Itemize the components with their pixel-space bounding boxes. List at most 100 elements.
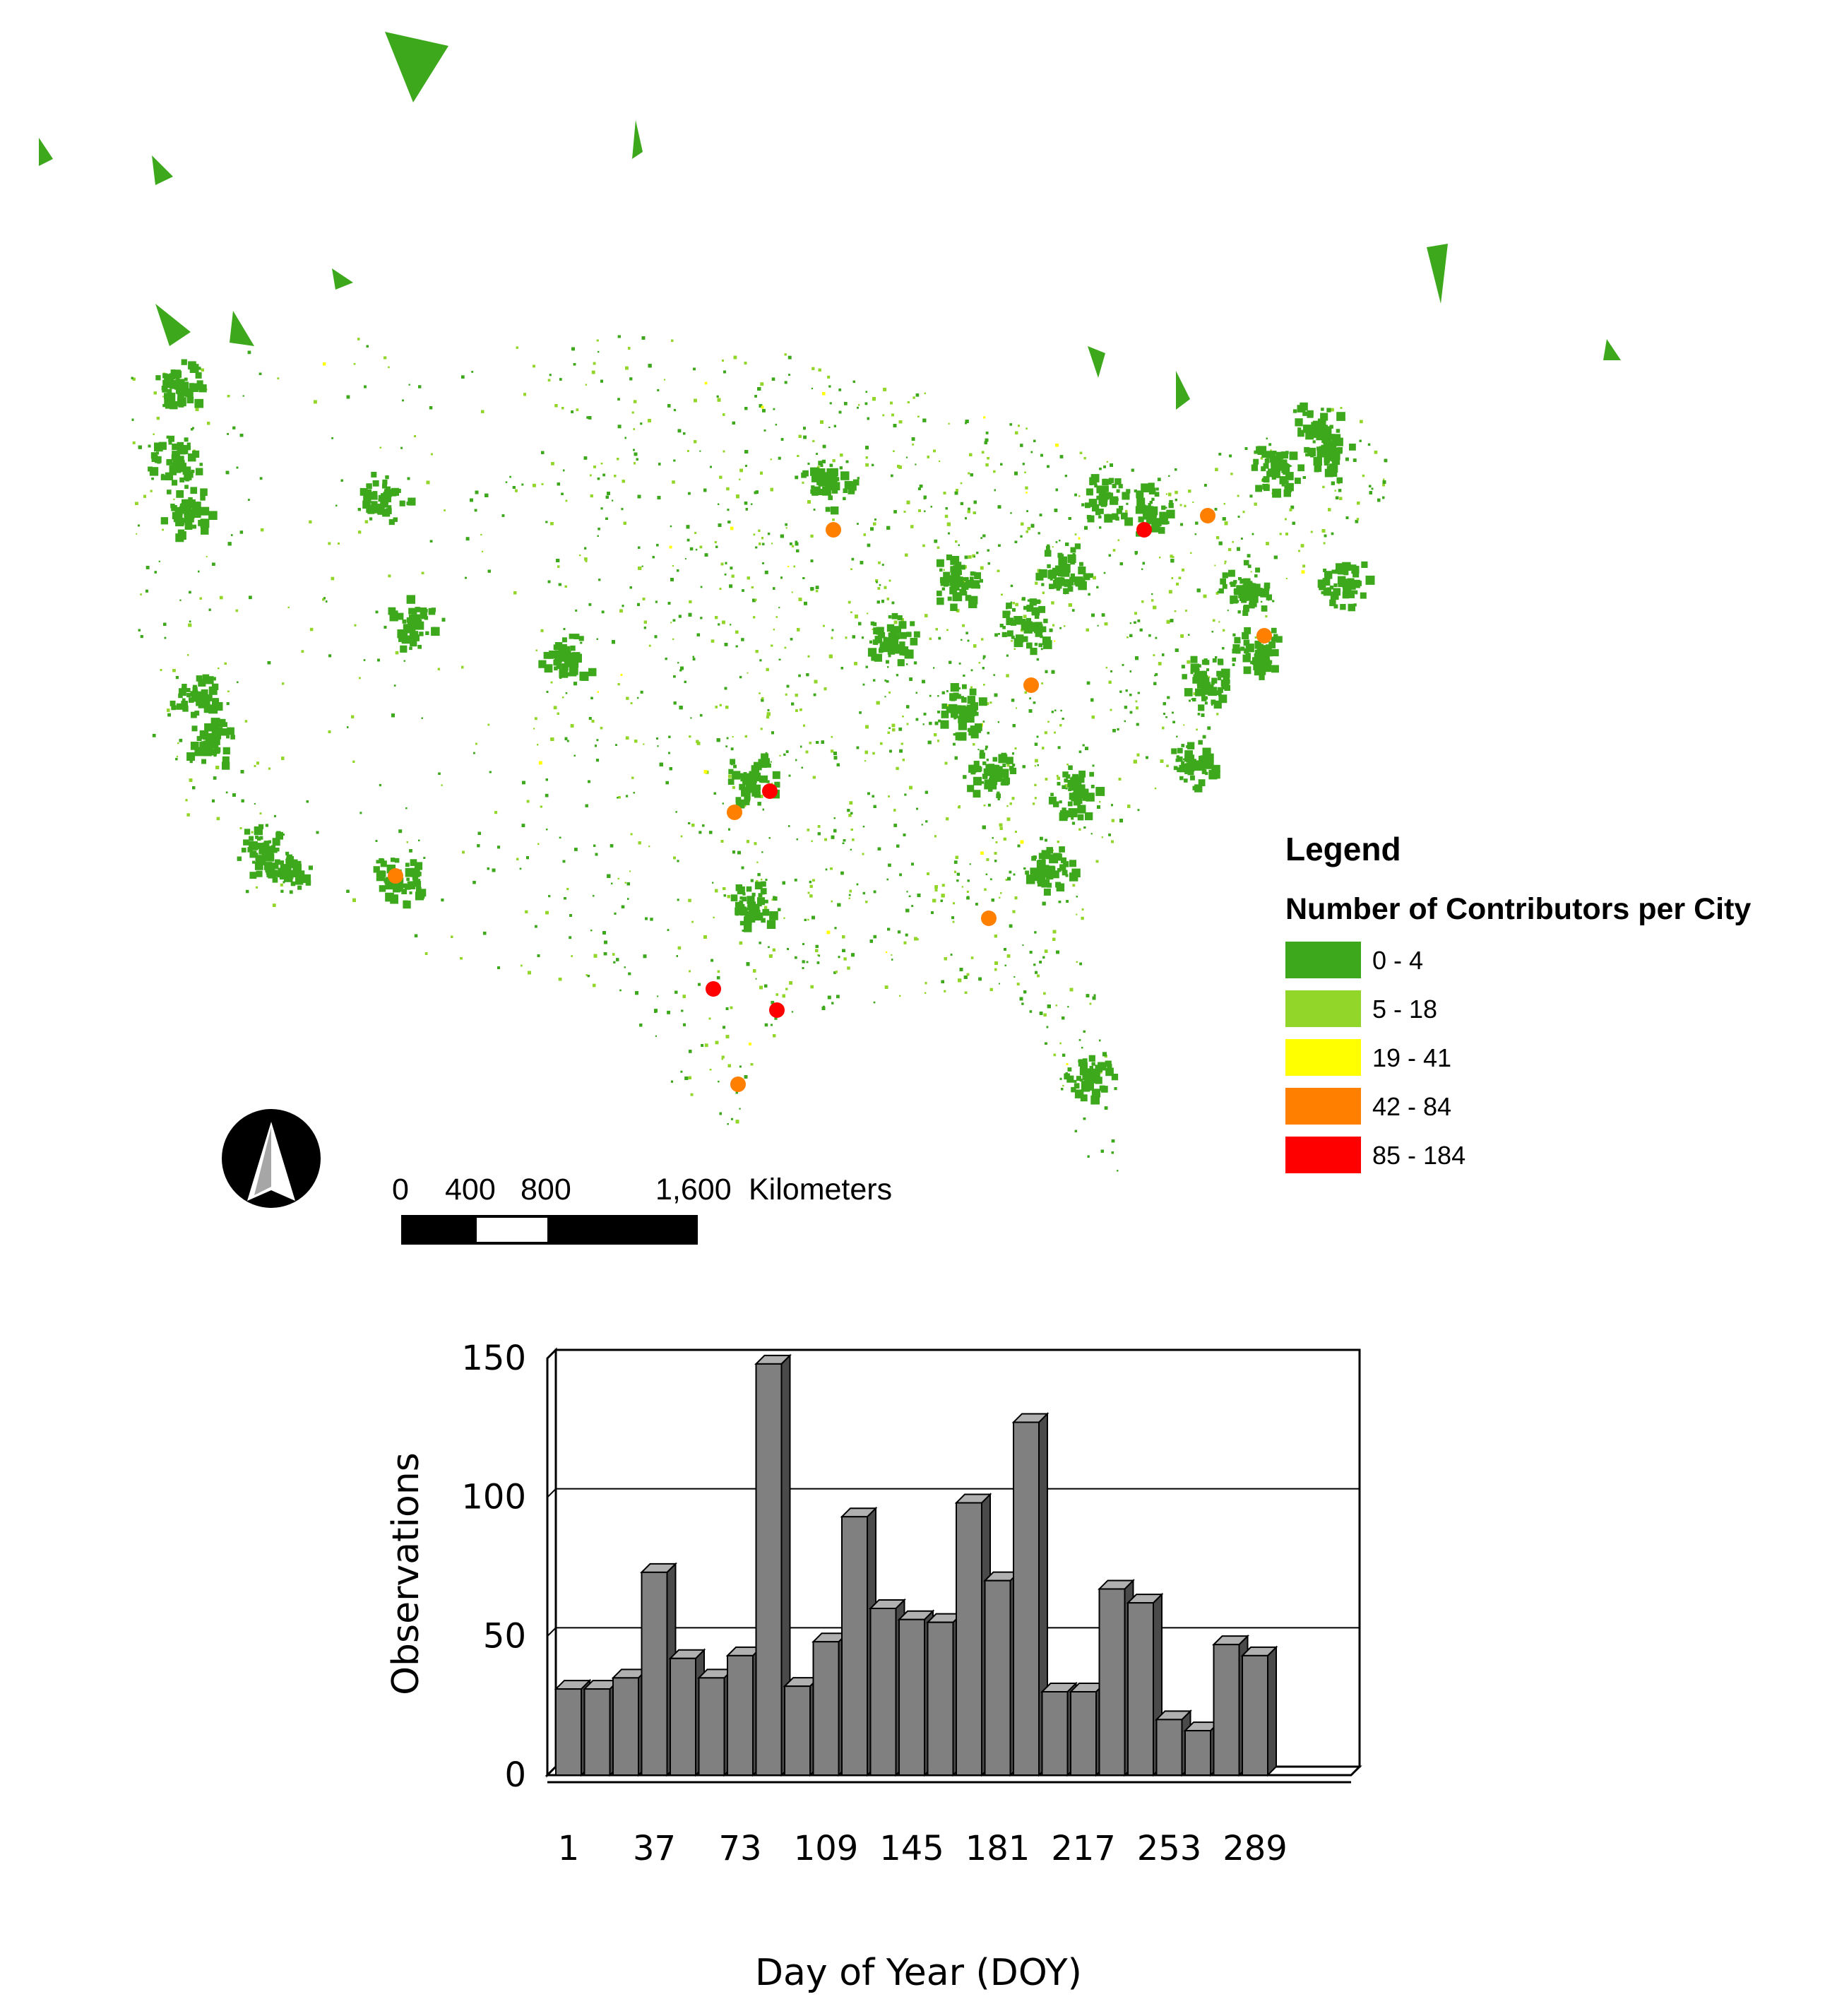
map-city-dot [993,674,995,676]
map-city-dot [614,912,617,915]
map-city-dot [1227,547,1232,552]
map-city-dot [1103,465,1106,468]
map-city-dot [695,548,698,551]
map-city-dot [226,702,230,706]
map-city-dot [553,706,557,710]
map-city-dot [816,453,818,455]
map-city-dot [893,510,897,514]
map-city-dot [1165,506,1167,509]
map-city-dot [359,812,362,814]
map-city-dot [1034,765,1036,767]
map-city-dot [873,1001,876,1004]
map-city-dot [969,863,971,865]
map-city-dot [844,402,848,405]
map-city-dot [629,377,633,381]
map-city-dot [784,381,787,384]
map-city-dot [251,831,254,834]
map-city-dot [588,717,592,721]
map-city-dot [1338,489,1342,492]
map-city-dot [548,895,551,898]
map-city-dot [487,723,490,726]
map-city-dot [899,873,902,877]
map-city-dot [669,545,672,549]
map-city-dot [1055,541,1058,543]
map-city-dot [1362,474,1365,478]
map-city-dot [152,733,156,737]
map-city-dot [828,385,831,388]
map-city-dot [767,533,771,535]
map-city-dot [934,539,938,543]
map-city-dot [953,742,956,746]
map-city-dot [775,423,778,426]
map-city-dot [588,603,592,606]
map-city-dot [883,387,887,391]
map-city-dot [256,886,258,889]
map-city-dot [1193,692,1196,696]
map-city-dot [938,636,941,640]
map-city-dot [405,807,408,810]
map-city-dot [153,433,155,435]
map-city-dot [648,644,651,647]
map-city-dot [1076,913,1078,915]
map-city-dot [1022,944,1024,947]
map-city-dot [827,375,831,379]
map-city-dot [727,1123,729,1125]
map-city-dot [893,824,898,827]
map-city-dot [771,542,773,545]
map-city-dot [802,481,804,484]
map-city-dot [559,378,562,381]
map-city-dot [1006,654,1009,657]
map-city-dot [791,702,795,706]
map-city-dot [1025,486,1028,490]
map-city-dot [771,1000,775,1004]
map-city-dot [826,930,831,935]
map-city-dot [590,494,593,498]
map-city-dot [981,638,984,641]
map-city-dot [409,849,412,853]
map-city-dot [1168,590,1172,594]
map-city-dot [694,532,697,534]
map-city-dot [625,736,629,740]
map-city-dot [735,630,739,634]
map-city-dot [1250,571,1252,573]
map-city-dot [1033,963,1036,966]
map-city-dot [886,878,888,881]
map-city-dot [878,561,881,564]
map-city-dot [617,398,620,401]
map-city-dot [1382,483,1385,487]
map-city-dot [1016,707,1018,709]
map-city-dot [398,829,403,834]
map-city-dot [1101,836,1103,838]
map-city-dot [162,528,164,531]
map-city-dot [862,891,865,895]
map-city-dot [677,899,679,901]
map-city-dot [571,955,573,957]
map-city-dot [764,570,768,574]
map-city-dot [759,942,761,944]
map-city-dot [684,558,686,560]
map-city-dot [235,609,239,612]
map-city-dot [1212,619,1215,622]
map-city-dot [566,888,569,891]
map-city-dot [1321,529,1326,533]
map-city-dot [1110,670,1112,672]
map-city-dot [1334,490,1336,492]
map-city-dot [989,988,993,992]
map-city-dot [597,535,599,537]
map-city-dot [280,883,283,887]
map-city-dot [648,846,650,848]
map-city-dot [1148,634,1151,637]
map-city-dot [1260,600,1263,603]
map-city-dot [268,767,271,770]
map-city-dot [482,931,487,935]
map-city-dot [843,957,847,961]
map-city-dot [1224,560,1227,563]
map-city-dot [379,783,381,787]
map-city-dot [249,595,252,600]
map-city-dot [680,1070,683,1073]
map-city-dot [829,402,832,405]
map-city-dot [755,978,757,980]
map-city-dot [1176,582,1179,586]
map-city-dot [764,1023,768,1027]
map-city-dot [795,956,797,959]
